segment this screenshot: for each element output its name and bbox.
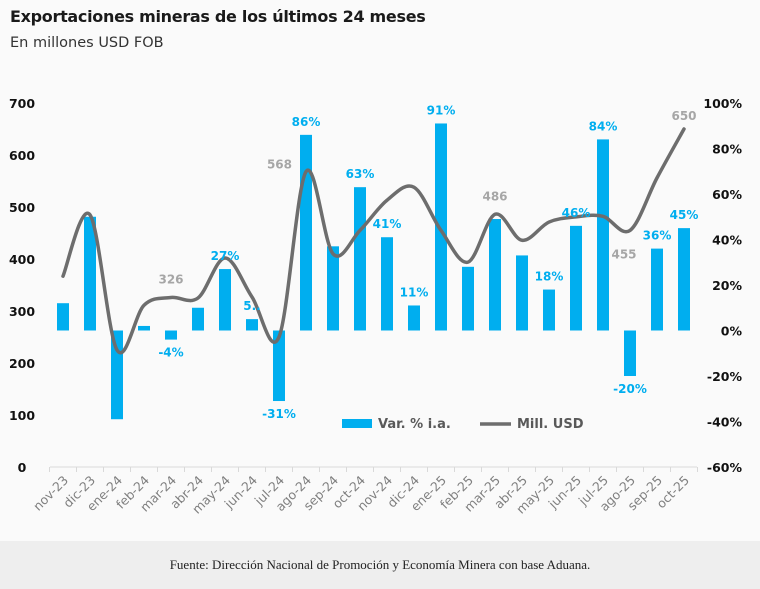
right-axis-tick-label: -40% xyxy=(707,415,743,430)
bar-oct-25 xyxy=(678,228,690,331)
bar-jun-24 xyxy=(246,319,258,331)
line-data-label: 486 xyxy=(482,189,507,203)
left-axis-tick-label: 600 xyxy=(9,148,35,163)
bar-data-label: -20% xyxy=(613,382,647,396)
bar-data-label: 46% xyxy=(562,206,591,220)
bar-nov-24 xyxy=(381,237,393,331)
bar-data-label: 63% xyxy=(346,167,375,181)
left-axis-tick-label: 200 xyxy=(9,356,35,371)
chart-title: Exportaciones mineras de los últimos 24 … xyxy=(10,7,426,26)
bar-data-label: 11% xyxy=(400,285,429,299)
right-axis-tick-label: 60% xyxy=(712,187,742,202)
line-mill-usd xyxy=(61,127,686,355)
left-axis-tick-label: 300 xyxy=(9,304,35,319)
line-data-label: 326 xyxy=(158,272,183,286)
legend-bar-swatch xyxy=(342,419,372,428)
bar-abr-24 xyxy=(192,307,204,331)
left-axis-tick-label: 100 xyxy=(9,408,35,423)
right-axis-tick-label: -20% xyxy=(707,369,743,384)
bar-data-label: 18% xyxy=(535,270,564,284)
bar-may-24 xyxy=(219,269,231,331)
bar-jul-25 xyxy=(597,139,609,331)
bar-sep-25 xyxy=(651,248,663,331)
bar-jun-25 xyxy=(570,225,582,331)
line-data-label: 455 xyxy=(611,247,636,261)
combo-chart: nov-23dic-23ene-24feb-24mar-24abr-24may-… xyxy=(9,96,743,517)
bar-nov-23 xyxy=(57,303,69,331)
right-axis-tick-label: -60% xyxy=(707,460,743,475)
right-axis-tick-label: 20% xyxy=(712,278,742,293)
right-axis-tick-label: 80% xyxy=(712,142,742,157)
left-axis-tick-label: 0 xyxy=(18,460,27,475)
line-data-label: 650 xyxy=(671,109,696,123)
bar-dic-24 xyxy=(408,305,420,331)
left-axis-tick-label: 700 xyxy=(9,96,35,111)
line-data-label: 568 xyxy=(267,158,292,172)
legend-line-label: Mill. USD xyxy=(517,417,584,432)
bar-data-label: 27% xyxy=(211,249,240,263)
bar-oct-24 xyxy=(354,187,366,331)
source-text: Fuente: Dirección Nacional de Promoción … xyxy=(169,557,591,572)
right-axis-tick-label: 100% xyxy=(703,96,742,111)
chart-subtitle: En millones USD FOB xyxy=(10,35,164,51)
right-axis-tick-label: 40% xyxy=(712,233,742,248)
bar-mar-24 xyxy=(165,330,177,340)
bar-mar-25 xyxy=(489,219,501,331)
bar-data-label: 45% xyxy=(670,208,699,222)
legend-bar-label: Var. % i.a. xyxy=(378,417,451,432)
x-tick-label: nov-23 xyxy=(30,473,71,514)
bar-data-label: -4% xyxy=(158,346,183,360)
bar-may-25 xyxy=(543,289,555,331)
bar-ene-25 xyxy=(435,123,447,331)
left-axis-tick-label: 400 xyxy=(9,252,35,267)
bar-dic-23 xyxy=(84,216,96,331)
bar-data-label: 36% xyxy=(643,229,672,243)
bar-ago-25 xyxy=(624,330,636,376)
bar-data-label: 84% xyxy=(589,119,618,133)
bar-data-label: -31% xyxy=(262,407,296,421)
bar-sep-24 xyxy=(327,246,339,331)
bar-abr-25 xyxy=(516,255,528,331)
bar-jul-24 xyxy=(273,330,285,402)
bar-ago-24 xyxy=(300,134,312,331)
bar-feb-24 xyxy=(138,325,150,331)
bar-feb-25 xyxy=(462,266,474,331)
bar-data-label: 41% xyxy=(373,217,402,231)
source-footer: Fuente: Dirección Nacional de Promoción … xyxy=(0,541,760,589)
bar-data-label: 86% xyxy=(292,115,321,129)
left-axis-tick-label: 500 xyxy=(9,200,35,215)
bar-data-label: 91% xyxy=(427,103,456,117)
right-axis-tick-label: 0% xyxy=(721,324,743,339)
bar-data-label: 5.. xyxy=(243,299,260,313)
